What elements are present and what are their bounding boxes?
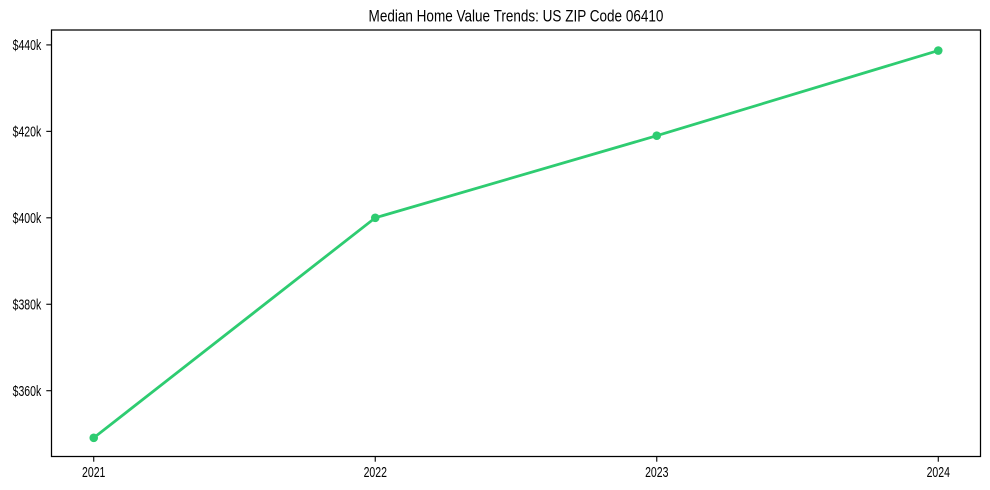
x-axis-tick-label: 2021 xyxy=(82,463,105,480)
x-axis-tick-label: 2023 xyxy=(645,463,668,480)
y-axis-tick-label: $400k xyxy=(13,209,42,226)
data-point-marker xyxy=(370,213,380,223)
plot-area-border xyxy=(50,29,982,458)
x-axis-tick-label: 2022 xyxy=(364,463,387,480)
series-line xyxy=(92,49,940,440)
y-axis-tick-label: $420k xyxy=(13,123,42,140)
data-point-marker xyxy=(652,131,662,140)
chart-title: Median Home Value Trends: US ZIP Code 06… xyxy=(369,7,664,26)
y-axis-tick-label: $380k xyxy=(13,296,42,313)
data-point-marker xyxy=(933,46,943,55)
data-point-marker xyxy=(89,433,99,443)
y-axis-tick-label: $440k xyxy=(13,36,42,53)
x-axis-tick-label: 2024 xyxy=(927,463,950,480)
y-axis-tick-label: $360k xyxy=(13,382,42,399)
